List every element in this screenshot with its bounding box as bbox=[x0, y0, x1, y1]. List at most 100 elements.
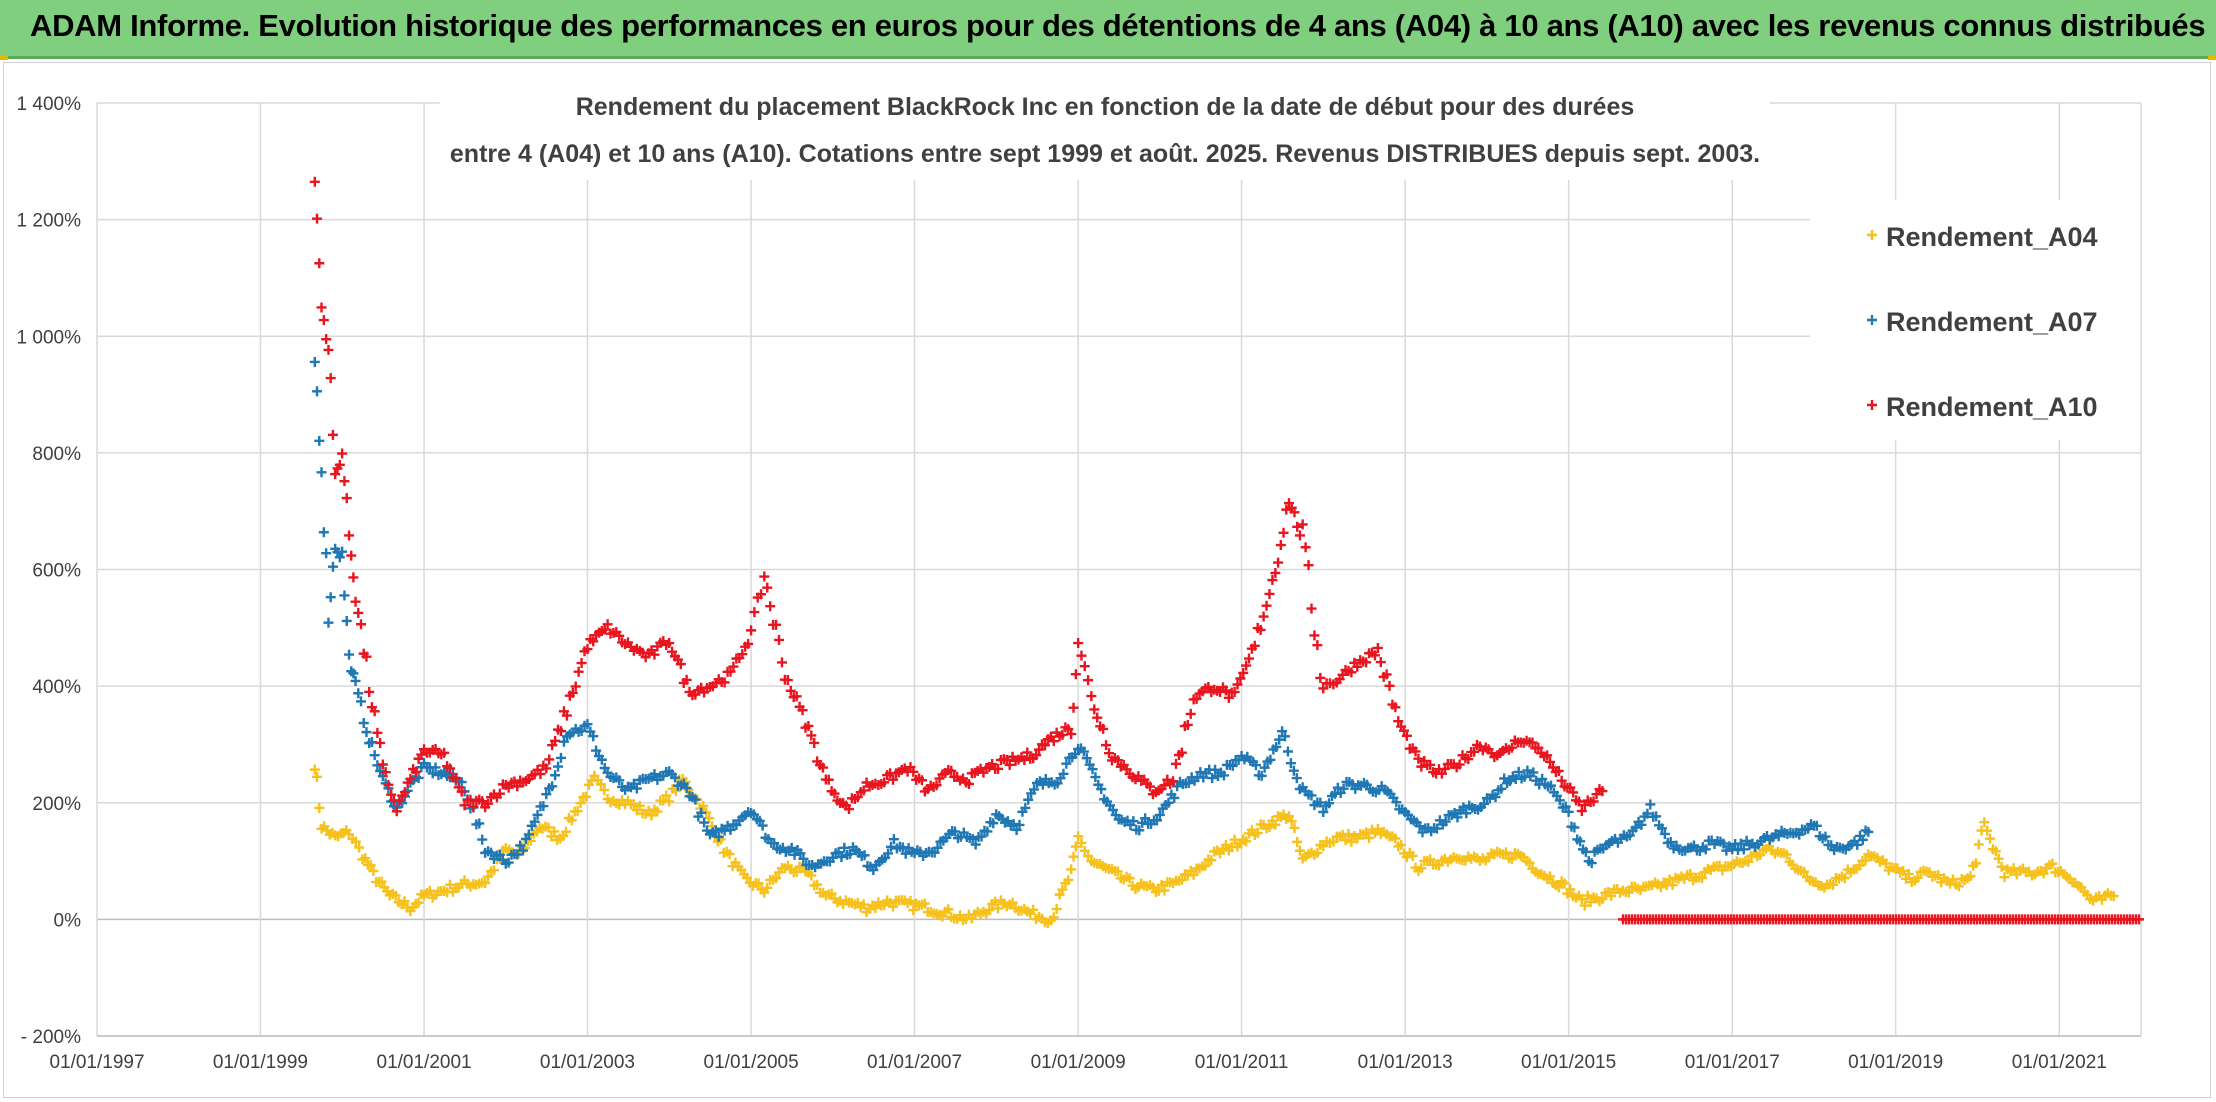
data-point bbox=[1207, 773, 1218, 784]
data-point bbox=[1034, 744, 1045, 755]
data-point bbox=[356, 619, 367, 630]
data-point bbox=[1315, 672, 1326, 683]
data-point bbox=[843, 804, 854, 815]
data-point bbox=[365, 860, 376, 871]
data-point bbox=[762, 882, 773, 893]
data-point bbox=[1953, 881, 1964, 892]
data-point bbox=[1576, 806, 1587, 817]
x-tick-label: 01/01/2011 bbox=[1195, 1052, 1289, 1073]
legend-marker bbox=[1867, 400, 1877, 410]
data-point bbox=[480, 878, 491, 889]
data-point bbox=[474, 818, 485, 829]
data-point bbox=[1416, 863, 1427, 874]
y-tick-label: 1 000% bbox=[17, 327, 82, 348]
data-point bbox=[1469, 746, 1480, 757]
data-point bbox=[339, 590, 350, 601]
data-point bbox=[836, 852, 847, 863]
data-point bbox=[591, 745, 602, 756]
data-point bbox=[1249, 640, 1260, 651]
data-point bbox=[1281, 504, 1292, 515]
data-point bbox=[791, 866, 802, 877]
data-point bbox=[900, 848, 911, 859]
data-point bbox=[486, 847, 497, 858]
data-point bbox=[1039, 740, 1050, 751]
data-point bbox=[908, 905, 919, 916]
data-point bbox=[885, 841, 896, 852]
data-point bbox=[1054, 889, 1065, 900]
data-point bbox=[1533, 742, 1544, 753]
data-point bbox=[826, 888, 837, 899]
data-point bbox=[405, 773, 416, 784]
data-point bbox=[628, 799, 639, 810]
data-point bbox=[719, 677, 730, 688]
data-point bbox=[1478, 798, 1489, 809]
data-point bbox=[1063, 875, 1074, 886]
data-point bbox=[1101, 740, 1112, 751]
data-point bbox=[2047, 858, 2058, 869]
data-point bbox=[1278, 527, 1289, 538]
data-point bbox=[1340, 835, 1351, 846]
data-point bbox=[1700, 844, 1711, 855]
data-point bbox=[1642, 808, 1653, 819]
data-point bbox=[1636, 819, 1647, 830]
data-point bbox=[1399, 725, 1410, 736]
data-point bbox=[1154, 809, 1165, 820]
data-point bbox=[984, 905, 995, 916]
data-point bbox=[1361, 827, 1372, 838]
data-point bbox=[1291, 773, 1302, 784]
data-point bbox=[445, 879, 456, 890]
data-point bbox=[1384, 680, 1395, 691]
data-point bbox=[943, 904, 954, 915]
data-point bbox=[1289, 822, 1300, 833]
data-points bbox=[309, 176, 2144, 929]
data-point bbox=[1107, 805, 1118, 816]
data-point bbox=[1588, 796, 1599, 807]
data-point bbox=[582, 644, 593, 655]
data-point bbox=[1255, 624, 1266, 635]
data-point bbox=[1019, 754, 1030, 765]
data-point bbox=[468, 801, 479, 812]
data-point bbox=[350, 596, 361, 607]
data-point bbox=[1496, 783, 1507, 794]
data-point bbox=[1413, 753, 1424, 764]
data-point bbox=[753, 878, 764, 889]
data-point bbox=[2008, 863, 2019, 874]
data-point bbox=[1458, 802, 1469, 813]
data-point bbox=[1947, 874, 1958, 885]
data-point bbox=[1591, 789, 1602, 800]
data-point bbox=[312, 771, 323, 782]
data-point bbox=[786, 842, 797, 853]
data-point bbox=[769, 838, 780, 849]
data-point bbox=[1999, 872, 2010, 883]
data-point bbox=[541, 789, 552, 800]
data-point bbox=[797, 705, 808, 716]
data-point bbox=[946, 765, 957, 776]
data-point bbox=[445, 763, 456, 774]
data-point bbox=[560, 826, 571, 837]
data-point bbox=[1282, 746, 1293, 757]
data-point bbox=[321, 334, 332, 345]
data-point bbox=[649, 649, 660, 660]
data-point bbox=[353, 607, 364, 618]
data-point bbox=[1300, 542, 1311, 553]
data-point bbox=[1048, 736, 1059, 747]
data-point bbox=[967, 833, 978, 844]
data-point bbox=[664, 638, 675, 649]
data-point bbox=[316, 467, 327, 478]
data-point bbox=[1390, 833, 1401, 844]
data-point bbox=[1007, 897, 1018, 908]
data-point bbox=[1820, 831, 1831, 842]
y-tick-label: 1 200% bbox=[17, 211, 82, 232]
chart-title-box: Rendement du placement BlackRock Inc en … bbox=[440, 82, 1770, 180]
data-point bbox=[337, 546, 348, 557]
data-point bbox=[1267, 575, 1278, 586]
data-point bbox=[1582, 890, 1593, 901]
data-point bbox=[518, 845, 529, 856]
chart-frame bbox=[3, 62, 2211, 1098]
data-point bbox=[344, 649, 355, 660]
report-banner: ADAM Informe. Evolution historique des p… bbox=[0, 0, 2216, 59]
data-point bbox=[982, 826, 993, 837]
data-point bbox=[823, 774, 834, 785]
data-point bbox=[1381, 669, 1392, 680]
data-point bbox=[1391, 797, 1402, 808]
